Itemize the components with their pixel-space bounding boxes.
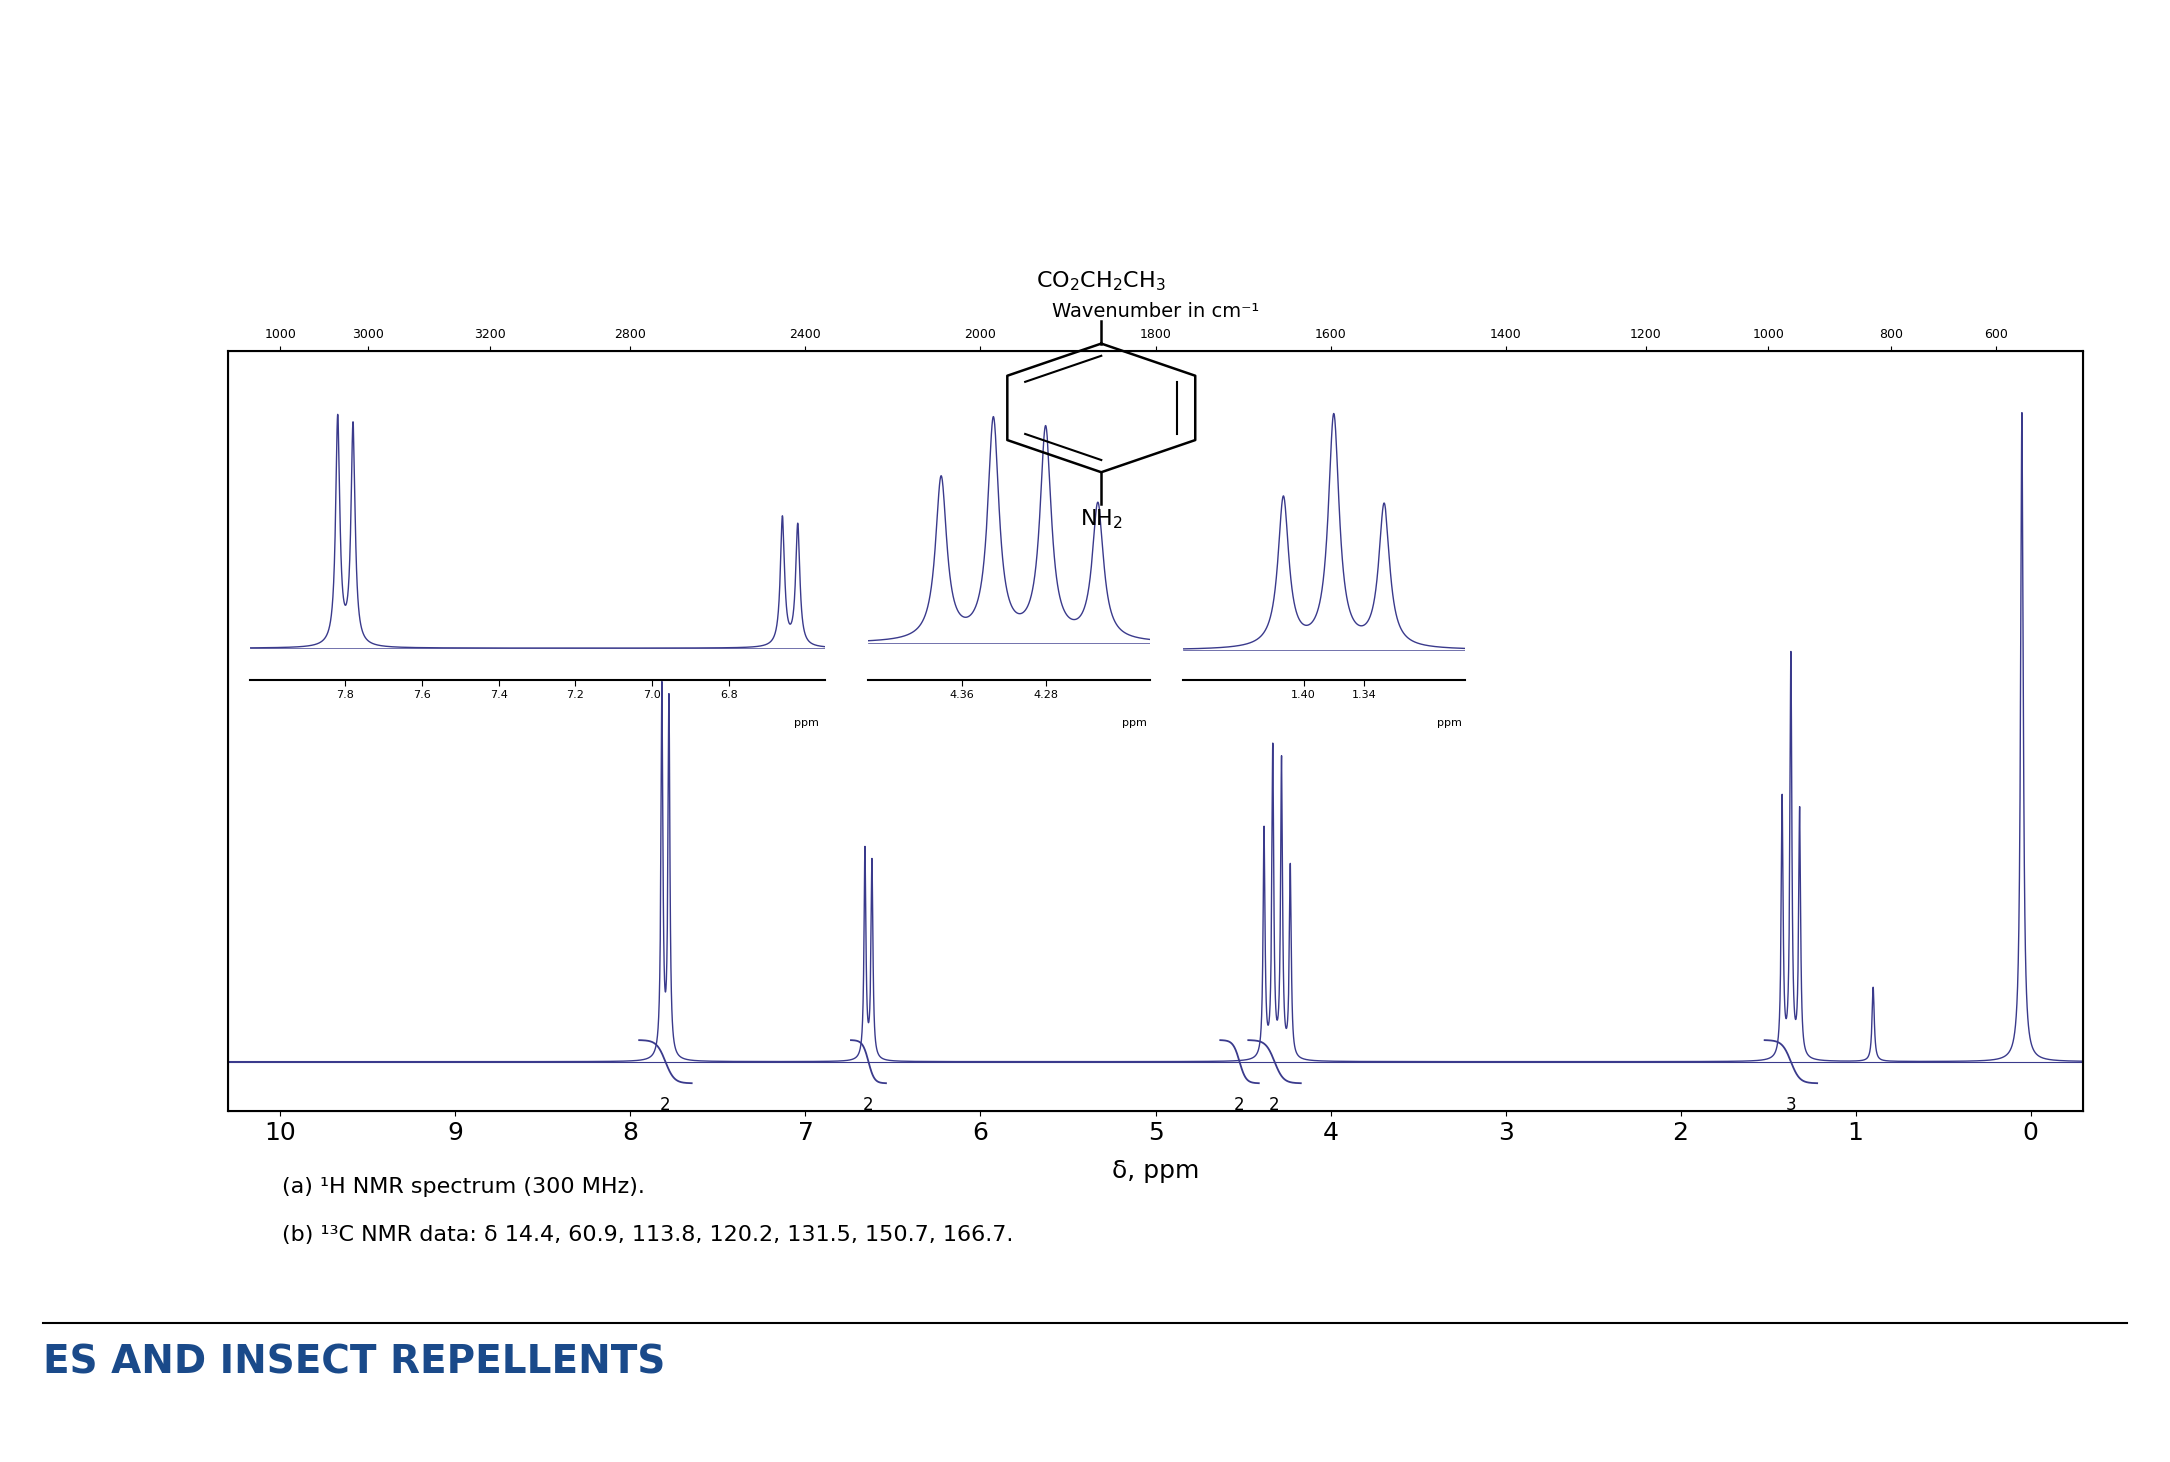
Text: (a) ¹H NMR spectrum (300 MHz).: (a) ¹H NMR spectrum (300 MHz). <box>282 1177 644 1197</box>
Text: ppm: ppm <box>1437 718 1463 728</box>
Text: ppm: ppm <box>794 718 818 728</box>
Text: ES AND INSECT REPELLENTS: ES AND INSECT REPELLENTS <box>43 1344 666 1382</box>
Text: (b) ¹³C NMR data: δ 14.4, 60.9, 113.8, 120.2, 131.5, 150.7, 166.7.: (b) ¹³C NMR data: δ 14.4, 60.9, 113.8, 1… <box>282 1225 1013 1246</box>
X-axis label: Wavenumber in cm⁻¹: Wavenumber in cm⁻¹ <box>1052 303 1259 322</box>
Text: 3: 3 <box>1786 1095 1797 1114</box>
X-axis label: δ, ppm: δ, ppm <box>1111 1159 1200 1183</box>
Text: ppm: ppm <box>1122 718 1148 728</box>
Text: 2: 2 <box>1235 1095 1246 1114</box>
Text: 2: 2 <box>1269 1095 1280 1114</box>
Text: CO$_2$CH$_2$CH$_3$: CO$_2$CH$_2$CH$_3$ <box>1037 269 1165 294</box>
Text: NH$_2$: NH$_2$ <box>1081 507 1122 531</box>
Text: 2: 2 <box>864 1095 875 1114</box>
Text: 2: 2 <box>660 1095 671 1114</box>
